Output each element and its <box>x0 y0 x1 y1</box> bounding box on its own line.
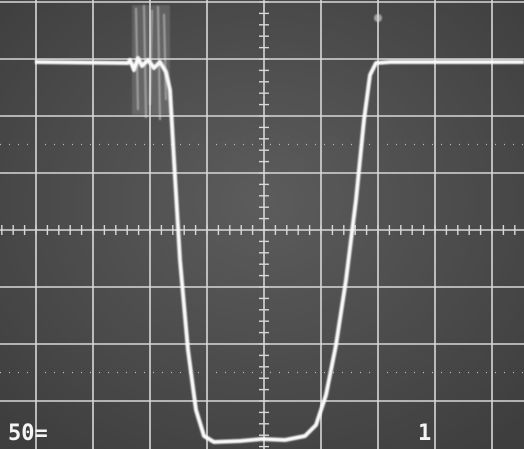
page: 50= 1 (() => { const data = JSON.parse(d… <box>0 0 524 449</box>
oscilloscope-screen: 50= 1 <box>0 0 524 449</box>
screen-background <box>0 0 524 449</box>
glare <box>374 14 382 22</box>
time-per-div-readout: 1 <box>418 421 431 446</box>
volts-per-div-readout: 50= <box>8 421 48 446</box>
